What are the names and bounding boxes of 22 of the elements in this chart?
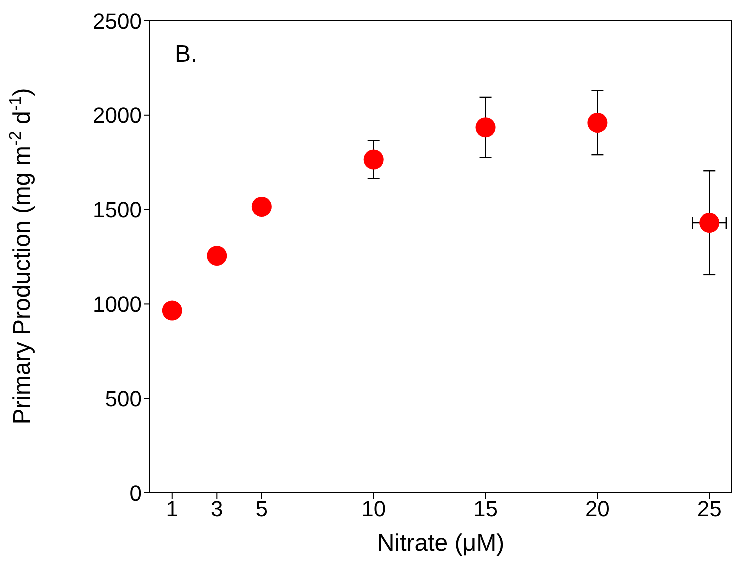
x-axis-title: Nitrate (μM) bbox=[377, 530, 505, 557]
point bbox=[162, 300, 182, 321]
x-tick-label: 1 bbox=[166, 496, 179, 522]
y-tick-label: 0 bbox=[130, 480, 142, 506]
y-tick-label: 500 bbox=[105, 386, 142, 412]
y-tick-label: 1500 bbox=[93, 198, 142, 223]
y-tick-label: 1000 bbox=[93, 292, 142, 318]
x-tick-label: 10 bbox=[362, 496, 386, 522]
x-tick-label: 5 bbox=[256, 496, 268, 522]
x-tick-label: 25 bbox=[697, 496, 722, 522]
point bbox=[700, 213, 720, 234]
point bbox=[588, 112, 608, 133]
point bbox=[476, 118, 496, 138]
annotation: B. bbox=[175, 41, 198, 68]
x-tick-label: 3 bbox=[211, 496, 224, 522]
y-tick-label: 2500 bbox=[93, 8, 142, 34]
point bbox=[364, 150, 384, 170]
point bbox=[207, 246, 228, 266]
x-tick-label: 15 bbox=[474, 496, 498, 522]
y-tick-label: 2000 bbox=[93, 103, 142, 128]
point bbox=[252, 196, 272, 217]
x-tick-label: 20 bbox=[585, 496, 610, 522]
